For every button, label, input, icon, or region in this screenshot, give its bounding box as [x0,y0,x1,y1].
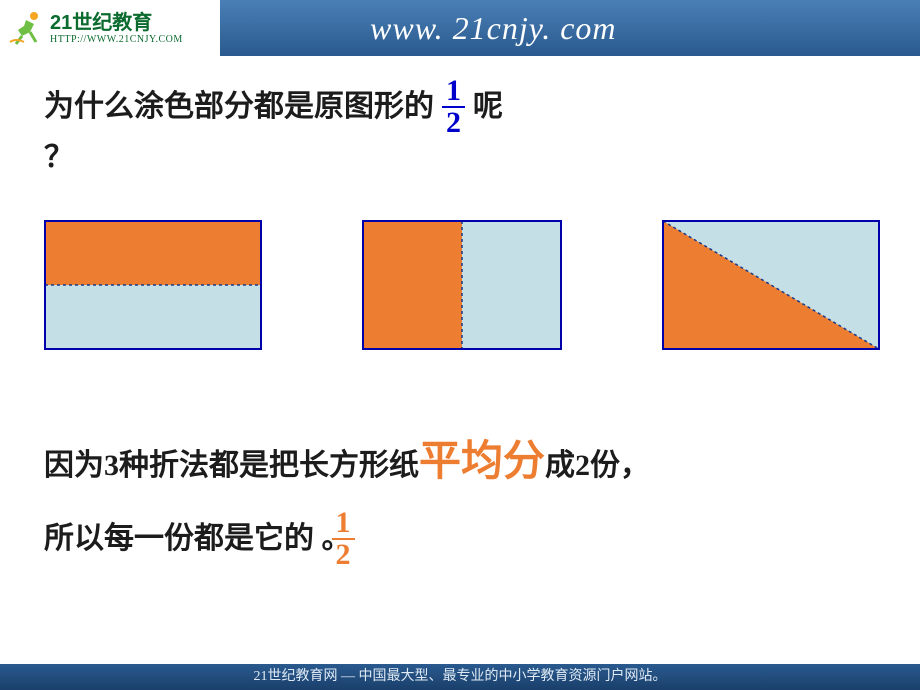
question-part2: 呢 [473,83,503,131]
answer-block: 因为3种折法都是把长方形纸 平均分 成2份， 所以每一份都是它的 。 1 2 [44,420,880,570]
answer-line1-b: 成2份， [545,436,650,496]
footer-text: 21世纪教育网 — 中国最大型、最专业的中小学教育资源门户网站。 [254,669,667,684]
shape-vertical-half [362,220,562,350]
fraction-numerator: 1 [442,76,465,108]
question-part3: ？ [44,132,880,176]
shapes-row [44,220,880,350]
answer-highlight: 平均分 [419,420,545,504]
header-url: www. 21cnjy. com [370,10,617,47]
question-part1: 为什么涂色部分都是原图形的 [44,83,434,131]
answer-line2-a: 所以每一份都是它的 。 [44,509,352,569]
logo-box: 21世纪教育 HTTP://WWW.21CNJY.COM [0,0,220,56]
runner-icon [6,8,46,48]
answer-fraction-numerator: 1 [332,508,355,540]
shape-horizontal-half [44,220,262,350]
answer-fraction-denominator: 2 [332,540,355,570]
answer-line1-a: 因为3种折法都是把长方形纸 [44,436,419,496]
slide-content: 为什么涂色部分都是原图形的 1 2 呢 ？ [0,56,920,570]
shape-diagonal-half [662,220,880,350]
answer-fraction: 1 2 [332,508,355,570]
header-bar: 21世纪教育 HTTP://WWW.21CNJY.COM www. 21cnjy… [0,0,920,56]
question-fraction: 1 2 [442,76,465,138]
question-line: 为什么涂色部分都是原图形的 1 2 呢 [44,76,880,138]
footer-bar: 21世纪教育网 — 中国最大型、最专业的中小学教育资源门户网站。 [0,664,920,690]
logo-en: HTTP://WWW.21CNJY.COM [50,34,183,45]
answer-line1: 因为3种折法都是把长方形纸 平均分 成2份， [44,420,880,504]
answer-line2: 所以每一份都是它的 。 1 2 [44,508,880,570]
logo-text: 21世纪教育 HTTP://WWW.21CNJY.COM [50,12,183,45]
fraction-denominator: 2 [442,108,465,138]
logo-cn: 21世纪教育 [50,12,183,34]
